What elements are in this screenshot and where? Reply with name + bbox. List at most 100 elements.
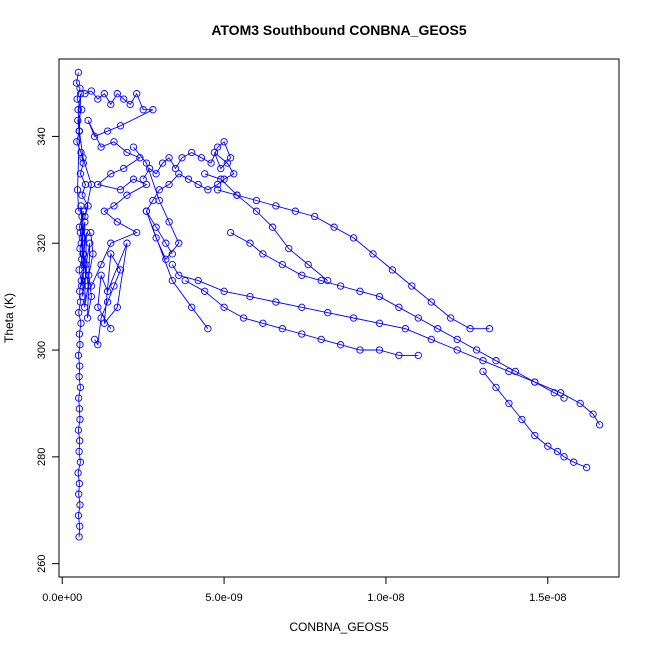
- data-point: [158, 159, 167, 167]
- data-point: [194, 180, 202, 189]
- data-point: [79, 250, 88, 258]
- data-point: [107, 325, 115, 333]
- data-point: [152, 234, 160, 242]
- data-point: [73, 138, 81, 146]
- data-point: [123, 191, 131, 199]
- data-point: [73, 95, 81, 103]
- data-point: [472, 346, 481, 354]
- data-point: [181, 276, 189, 285]
- chart-title: ATOM3 Southbound CONBNA_GEOS5: [211, 22, 467, 38]
- data-point: [76, 84, 84, 93]
- data-point: [100, 207, 108, 215]
- data-point: [74, 511, 83, 520]
- data-point: [298, 271, 306, 279]
- data-point: [74, 106, 82, 114]
- series-line: [84, 90, 154, 287]
- data-point: [73, 186, 82, 194]
- data-point: [285, 244, 293, 253]
- data-point: [336, 282, 345, 290]
- data-point: [544, 442, 552, 450]
- data-point: [77, 239, 85, 247]
- data-point: [311, 212, 319, 221]
- data-point: [89, 250, 97, 258]
- series-line: [171, 264, 600, 426]
- data-point: [466, 325, 474, 333]
- series-line: [133, 146, 209, 329]
- data-point: [79, 159, 87, 167]
- data-point: [375, 319, 384, 327]
- data-point: [162, 239, 170, 247]
- data-point: [120, 95, 128, 103]
- data-point: [220, 138, 228, 146]
- data-point: [298, 303, 306, 311]
- data-point: [82, 228, 91, 237]
- data-point: [171, 164, 180, 173]
- data-point: [75, 127, 84, 135]
- data-point: [434, 325, 442, 333]
- data-point: [298, 330, 306, 338]
- data-point: [349, 314, 358, 322]
- data-point: [531, 378, 539, 386]
- data-point: [76, 244, 84, 253]
- data-point: [84, 282, 92, 290]
- data-point: [76, 383, 85, 392]
- data-point: [485, 325, 494, 333]
- data-point: [75, 479, 84, 488]
- data-point: [252, 196, 261, 205]
- data-point: [94, 303, 102, 311]
- data-point: [113, 90, 121, 98]
- series-layer: [72, 68, 604, 541]
- data-point: [77, 319, 85, 327]
- data-point: [330, 223, 338, 231]
- data-point: [304, 260, 312, 269]
- data-point: [152, 223, 160, 231]
- data-point: [369, 250, 377, 258]
- data-point: [239, 314, 248, 322]
- data-point: [194, 276, 202, 285]
- data-point: [76, 501, 84, 509]
- data-point: [414, 314, 422, 322]
- data-point: [78, 234, 86, 242]
- data-point: [178, 154, 186, 162]
- data-point: [110, 202, 118, 210]
- series-line: [142, 141, 235, 255]
- data-point: [356, 287, 364, 295]
- data-point: [103, 287, 112, 295]
- data-point: [252, 207, 261, 215]
- data-point: [414, 351, 422, 360]
- data-point: [165, 180, 173, 189]
- data-point: [94, 341, 102, 349]
- data-point: [324, 309, 332, 317]
- data-point: [427, 298, 435, 306]
- data-point: [97, 143, 105, 151]
- data-point: [447, 314, 455, 322]
- data-point: [259, 319, 267, 327]
- data-point: [213, 180, 222, 189]
- data-point: [74, 68, 83, 77]
- data-point: [74, 469, 82, 477]
- data-point: [375, 292, 384, 301]
- data-point: [595, 421, 604, 429]
- data-point: [74, 426, 83, 434]
- data-point: [553, 447, 562, 456]
- x-axis: 0.0e+00 5.0e-09 1.0e-08 1.5e-08: [42, 577, 566, 604]
- data-point: [142, 159, 151, 167]
- data-point: [453, 346, 461, 354]
- x-tick-label: 0.0e+00: [42, 592, 82, 604]
- data-point: [139, 175, 147, 183]
- data-point: [76, 437, 84, 445]
- data-point: [126, 100, 134, 109]
- y-tick-label: 280: [36, 448, 48, 466]
- data-point: [223, 159, 231, 167]
- data-point: [133, 90, 141, 98]
- data-point: [207, 159, 215, 167]
- plot-frame: [58, 58, 620, 578]
- y-tick-label: 260: [36, 554, 48, 572]
- data-point: [75, 266, 83, 274]
- data-point: [197, 154, 206, 162]
- data-point: [201, 170, 209, 178]
- data-point: [155, 196, 163, 205]
- data-point: [75, 309, 83, 317]
- data-point: [78, 292, 87, 301]
